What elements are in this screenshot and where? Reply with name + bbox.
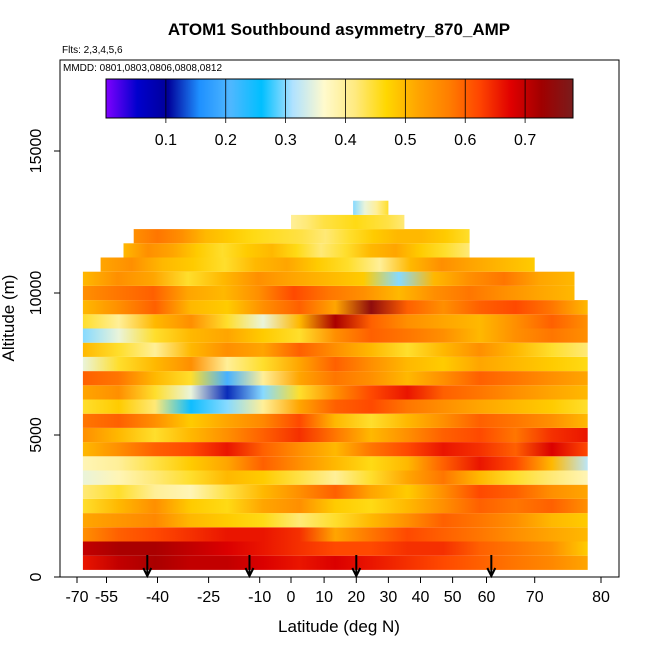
y-axis: 0 5000 10000 15000 [28, 129, 61, 581]
x-tick-label: 10 [315, 589, 333, 606]
heatmap-band [82, 371, 588, 386]
colorbar-tick-label: 0.4 [334, 132, 356, 149]
heatmap-band [82, 498, 588, 514]
flights-subtitle: Flts: 2,3,4,5,6 [62, 45, 123, 56]
heatmap-layer [82, 200, 588, 570]
flight-bottom-arrow [486, 555, 497, 579]
heatmap-band [82, 513, 588, 528]
heatmap-band [82, 399, 588, 414]
x-tick-label: 70 [526, 589, 544, 606]
colorbar-tick-label: 0.1 [155, 132, 177, 149]
y-axis-label: Altitude (m) [0, 275, 18, 362]
heatmap-band [133, 229, 470, 244]
y-tick-label: 10000 [28, 271, 45, 316]
heatmap-band [82, 271, 575, 286]
x-axis-label: Latitude (deg N) [278, 617, 400, 636]
colorbar-tick-label: 0.5 [394, 132, 416, 149]
heatmap-band [100, 257, 535, 272]
heatmap-band [82, 314, 588, 329]
heatmap-band [353, 200, 389, 215]
colorbar-tick-label: 0.6 [454, 132, 476, 149]
flight-bottom-arrow [142, 555, 153, 579]
x-tick-label: 60 [478, 589, 496, 606]
colorbar-gradient [106, 79, 573, 118]
y-tick-label: 5000 [28, 417, 45, 453]
x-axis: -70 -55 -40 -25 -10 0 10 20 30 40 50 60 70 80 [65, 576, 610, 606]
colorbar-tick-label: 0.3 [274, 132, 296, 149]
heatmap-band [82, 413, 588, 428]
x-tick-label: 50 [444, 589, 462, 606]
heatmap-band [82, 470, 588, 485]
chart-title: ATOM1 Southbound asymmetry_870_AMP [168, 20, 510, 39]
x-tick-label: -70 [65, 589, 88, 606]
heatmap-band [82, 427, 588, 443]
heatmap-band [82, 385, 588, 400]
x-tick-label: 30 [380, 589, 398, 606]
y-tick-label: 15000 [28, 129, 45, 174]
heatmap-band [82, 484, 588, 499]
x-tick-label: 20 [347, 589, 365, 606]
colorbar-tick-label: 0.2 [215, 132, 237, 149]
heatmap-band [82, 285, 575, 301]
flight-bottom-arrow [351, 555, 362, 579]
y-tick-label: 0 [28, 572, 45, 581]
x-tick-label: 80 [592, 589, 610, 606]
mmdd-annotation: MMDD: 0801,0803,0806,0808,0812 [63, 63, 222, 74]
heatmap-band [291, 214, 405, 230]
heatmap-band [82, 300, 588, 315]
heatmap-band [82, 555, 588, 570]
heatmap-band [82, 356, 588, 372]
colorbar-tick-label: 0.7 [514, 132, 536, 149]
colorbar: 0.1 0.2 0.3 0.4 0.5 0.6 0.7 [105, 78, 574, 149]
heatmap-band [82, 527, 588, 542]
x-tick-label: -25 [197, 589, 220, 606]
x-tick-label: 0 [287, 589, 296, 606]
flight-bottom-arrows [142, 555, 497, 579]
heatmap-band [82, 456, 588, 471]
heatmap-band [82, 328, 588, 343]
heatmap-band [82, 342, 588, 357]
colorbar-frame [105, 78, 574, 119]
flight-bottom-arrow [244, 555, 255, 579]
heatmap-band [123, 243, 470, 258]
x-tick-label: -55 [95, 589, 118, 606]
heatmap-band [82, 541, 588, 556]
x-tick-label: 40 [412, 589, 430, 606]
heatmap-band [82, 442, 588, 457]
x-tick-label: -10 [248, 589, 271, 606]
x-tick-label: -40 [146, 589, 169, 606]
